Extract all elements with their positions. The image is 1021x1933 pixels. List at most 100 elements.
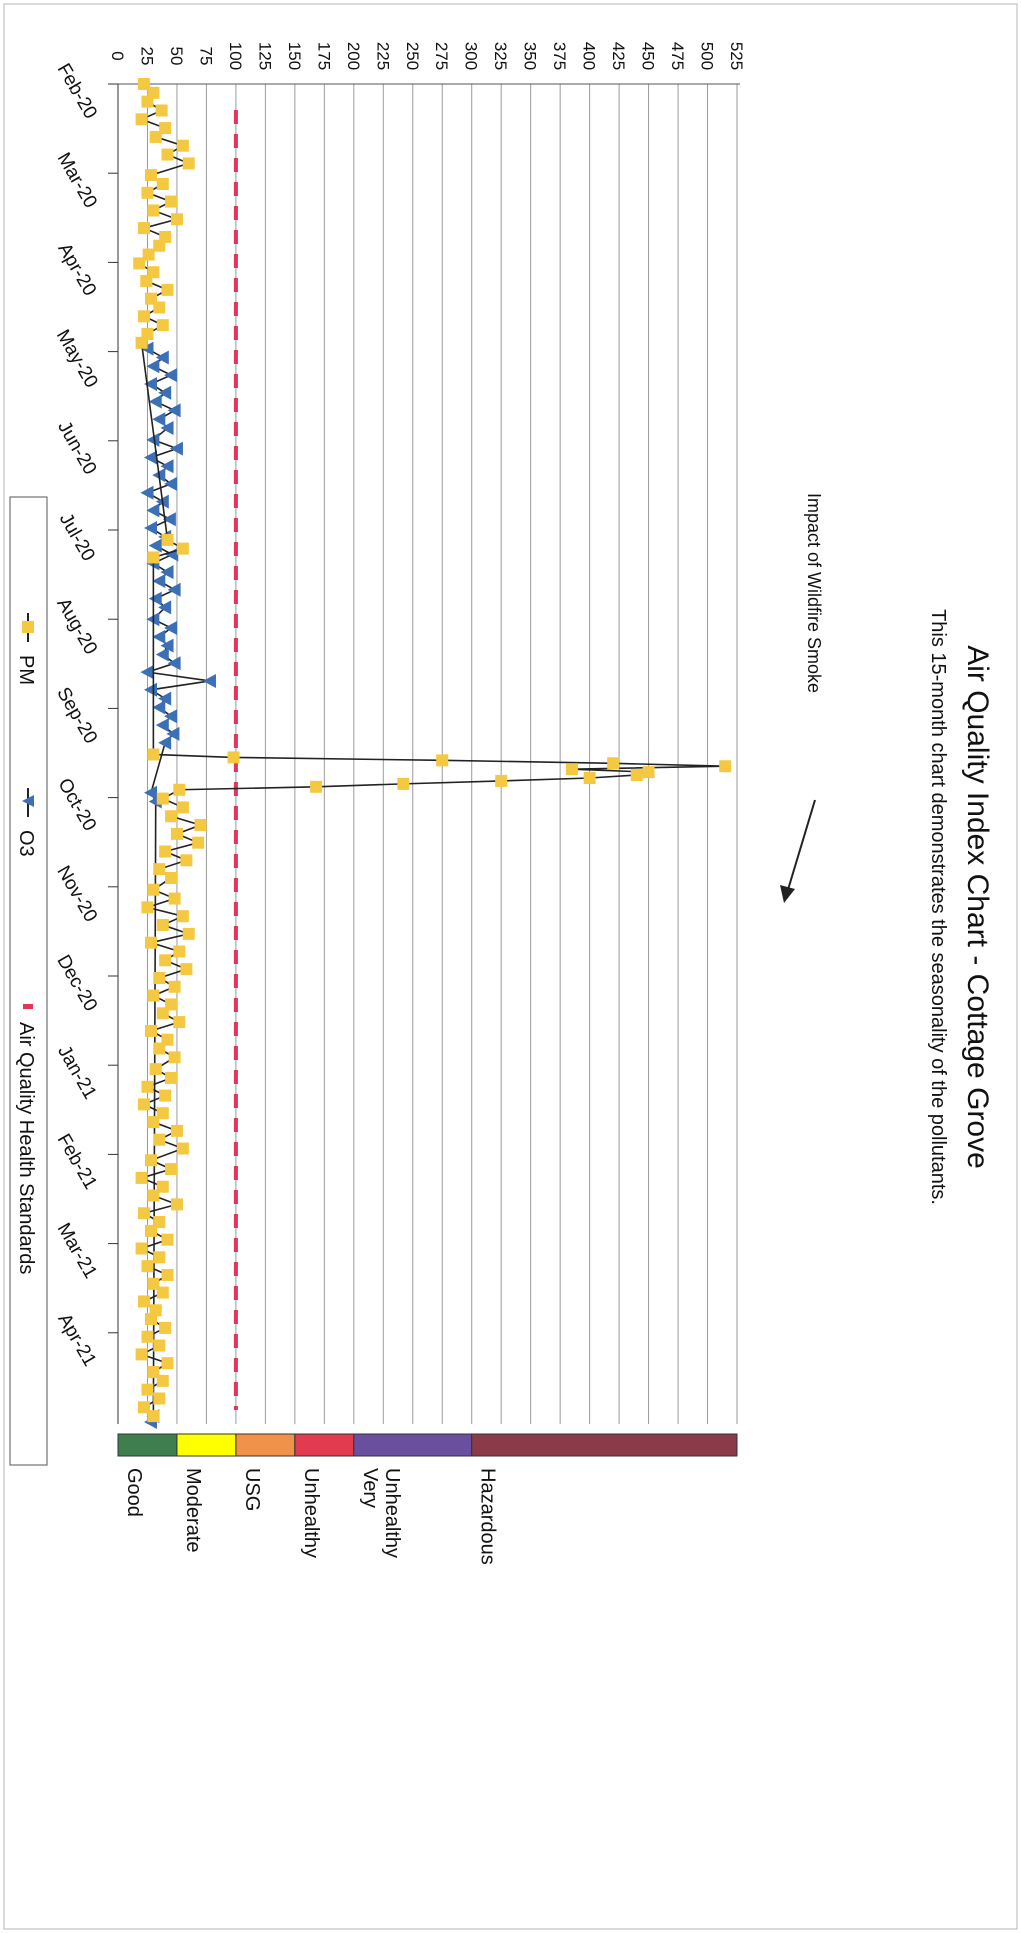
o3-point-26 [152, 573, 166, 588]
o3-point-12 [144, 450, 158, 465]
pm-point-0 [137, 78, 150, 90]
pm-point-89 [156, 1180, 169, 1193]
pm-point-109 [161, 1357, 174, 1370]
o3-point-19 [162, 512, 176, 527]
o3-point-40 [152, 700, 166, 715]
pm-point-68 [147, 989, 160, 1002]
o3-point-3 [164, 368, 178, 383]
pm-point-3 [155, 104, 168, 117]
pm-point-45 [173, 783, 186, 796]
o3-point-27 [167, 582, 181, 597]
y-tick-label-475: 475 [668, 42, 687, 70]
aqi-band-usg [235, 1433, 296, 1457]
o3-point-36 [140, 665, 154, 680]
pm-point-10 [145, 169, 158, 182]
pm-point-50 [170, 827, 183, 840]
y-tick-label-300: 300 [462, 42, 481, 70]
y-tick-label-200: 200 [344, 42, 363, 70]
o3-point-1 [155, 350, 169, 365]
o3-point-18 [146, 503, 160, 518]
pm-point-65 [180, 963, 193, 976]
pm-point-113 [153, 1392, 166, 1405]
pm-point-30 [161, 533, 174, 546]
pm-point-55 [165, 871, 178, 884]
pm-point-108 [135, 1348, 148, 1361]
aqi-band-label-good: Good [123, 1468, 145, 1517]
aqi-band-label-moderate: Moderate [182, 1468, 204, 1553]
pm-point-91 [170, 1198, 183, 1211]
pm-point-79 [159, 1089, 172, 1102]
legend-item-o3: O3 [15, 788, 37, 857]
o3-point-15 [164, 476, 178, 491]
y-tick-label-325: 325 [491, 42, 510, 70]
pm-point-23 [161, 283, 174, 296]
y-tick-label-375: 375 [550, 42, 569, 70]
o3-point-20 [144, 521, 158, 536]
pm-point-105 [159, 1321, 172, 1334]
pm-point-66 [153, 971, 166, 984]
pm-point-16 [137, 222, 150, 235]
aqi-band-very-unhealthy [353, 1433, 473, 1457]
pm-point-61 [182, 927, 195, 940]
o3-point-11 [169, 441, 183, 456]
o3-point-28 [148, 591, 162, 606]
y-tick-label-0: 0 [108, 51, 127, 60]
pm-point-36 [607, 757, 620, 770]
o3-point-29 [158, 600, 172, 615]
legend-item-standard: Air Quality Health Standards [15, 1004, 37, 1274]
y-tick-label-350: 350 [521, 42, 540, 70]
pm-point-106 [141, 1330, 154, 1343]
legend-pm-label: PM [15, 655, 37, 685]
y-tick-label-175: 175 [314, 42, 333, 70]
pm-point-75 [168, 1051, 181, 1064]
pm-point-20 [133, 257, 146, 270]
pm-point-35 [436, 754, 449, 767]
pm-point-112 [141, 1383, 154, 1396]
pm-point-102 [137, 1295, 150, 1308]
o3-point-33 [160, 638, 174, 653]
y-tick-label-275: 275 [432, 42, 451, 70]
y-axis-ticks: 0 25 50 75 100 125 150 175 200 225 250 275 300 325 350… [108, 42, 746, 70]
o3-point-41 [164, 709, 178, 724]
legend-o3-label: O3 [15, 830, 37, 857]
pm-point-107 [153, 1339, 166, 1352]
page-frame [3, 3, 1018, 1930]
aqi-band-bar: Good Moderate USG Unhealthy VeryUnhealthy Haz… [117, 1433, 738, 1565]
legend-box [9, 496, 48, 1466]
aqi-band-hazardous [471, 1433, 738, 1457]
legend-pm-marker [22, 621, 34, 633]
pm-point-37 [719, 760, 732, 773]
aqi-band-label-very-unhealthy: VeryUnhealthy [359, 1468, 403, 1558]
pm-point-14 [147, 204, 160, 217]
pm-point-31 [176, 542, 189, 555]
o3-point-34 [155, 647, 169, 662]
pm-point-46 [156, 792, 169, 805]
wildfire-annotation: Impact of Wildfire Smoke [780, 493, 824, 903]
pm-point-92 [137, 1207, 150, 1220]
y-tick-label-500: 500 [698, 42, 717, 70]
pm-point-27 [156, 319, 169, 332]
o3-point-22 [148, 538, 162, 553]
y-tick-label-525: 525 [727, 42, 746, 70]
pm-point-71 [173, 1016, 186, 1029]
pm-point-7 [176, 139, 189, 152]
o3-point-13 [160, 459, 174, 474]
o3-point-8 [152, 412, 166, 427]
o3-point-44 [158, 735, 172, 750]
pm-point-4 [135, 113, 148, 126]
annotation-arrowhead [780, 885, 795, 903]
o3-point-31 [164, 621, 178, 636]
pm-point-53 [180, 854, 193, 867]
pm-point-33 [147, 748, 160, 761]
pm-point-94 [145, 1224, 158, 1237]
legend-o3-marker [22, 795, 34, 807]
pm-point-87 [165, 1163, 178, 1176]
o3-point-7 [167, 403, 181, 418]
aqi-band-label-hazardous: Hazardous [477, 1468, 499, 1565]
pm-point-115 [147, 1410, 160, 1423]
legend: PM O3 Air Quality Health Standards [9, 496, 48, 1466]
pm-point-62 [145, 936, 158, 949]
pm-point-114 [137, 1401, 150, 1414]
o3-point-45 [144, 785, 158, 800]
pm-point-83 [170, 1124, 183, 1137]
